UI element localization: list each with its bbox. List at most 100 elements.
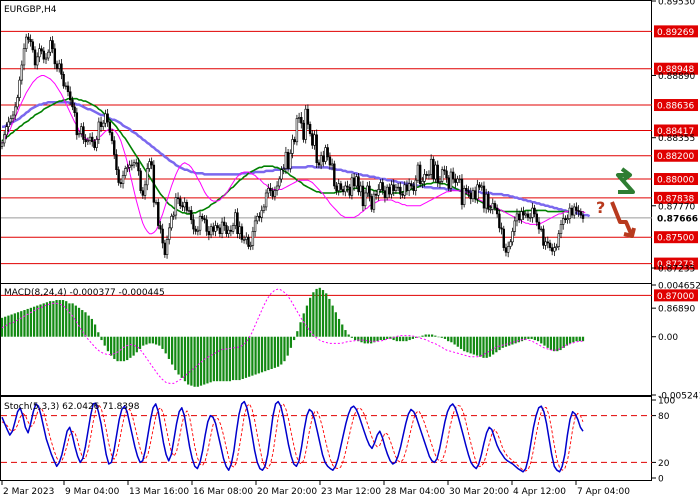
macd-bar bbox=[447, 336, 450, 342]
candle-body bbox=[53, 48, 57, 65]
macd-bar bbox=[543, 336, 546, 346]
macd-bar bbox=[434, 335, 437, 337]
candle-body bbox=[357, 176, 360, 193]
candle-body bbox=[352, 177, 356, 187]
candle-body bbox=[335, 185, 338, 191]
candle-body bbox=[218, 227, 222, 234]
macd-bar bbox=[559, 336, 562, 351]
level-price-label: 0.88948 bbox=[657, 65, 694, 75]
macd-bar bbox=[71, 303, 74, 337]
ma-mid-line bbox=[1, 97, 575, 215]
candle-body bbox=[80, 126, 83, 134]
macd-axis-label: 0.00 bbox=[658, 333, 678, 343]
candle-body bbox=[192, 219, 195, 230]
candle-body bbox=[522, 211, 525, 216]
candle-body bbox=[504, 247, 508, 253]
candle-body bbox=[579, 211, 582, 216]
candle-body bbox=[542, 228, 545, 246]
macd-bar bbox=[514, 336, 517, 344]
candle-body bbox=[315, 134, 318, 164]
level-price-tag bbox=[654, 231, 698, 244]
candle-body bbox=[394, 186, 398, 191]
level-price-label: 0.87838 bbox=[657, 194, 694, 204]
candle-body bbox=[115, 154, 118, 171]
candle-body bbox=[520, 211, 523, 221]
candle-body bbox=[280, 169, 283, 180]
candle-body bbox=[159, 225, 162, 230]
macd-bar bbox=[116, 336, 119, 362]
stoch-label: Stoch(5,3,3) 62.0426 71.8398 bbox=[4, 402, 140, 412]
candle-body bbox=[473, 190, 477, 200]
macd-bar bbox=[183, 336, 187, 382]
candle-body bbox=[513, 220, 516, 232]
candle-body bbox=[174, 197, 178, 216]
candle-body bbox=[302, 122, 305, 140]
candle-body bbox=[421, 181, 424, 184]
candle-body bbox=[5, 126, 8, 136]
candle-body bbox=[359, 185, 362, 193]
macd-bar bbox=[97, 332, 100, 337]
candle-body bbox=[379, 182, 382, 190]
macd-bar bbox=[283, 336, 286, 362]
candle-body bbox=[7, 121, 10, 127]
price-axis-label: 0.88890 bbox=[658, 72, 695, 82]
candle-body bbox=[337, 183, 340, 191]
candle-body bbox=[502, 228, 505, 248]
candle-body bbox=[214, 225, 217, 232]
candle-body bbox=[328, 156, 332, 166]
macd-bar bbox=[366, 336, 370, 344]
macd-bar bbox=[440, 336, 443, 338]
stoch-levels bbox=[1, 415, 652, 463]
macd-bar bbox=[540, 336, 543, 344]
stoch-axis-label: 20 bbox=[658, 459, 670, 469]
macd-bar bbox=[386, 336, 389, 339]
macd-bar bbox=[309, 297, 312, 337]
macd-bar bbox=[472, 336, 475, 355]
macd-bar bbox=[187, 336, 190, 385]
macd-bar bbox=[58, 300, 61, 337]
candle-body bbox=[462, 188, 466, 205]
candle-body bbox=[548, 242, 552, 248]
candle-body bbox=[269, 188, 272, 191]
macd-bar bbox=[363, 336, 366, 344]
candle-body bbox=[286, 151, 290, 169]
macd-bar bbox=[463, 336, 466, 352]
macd-bar bbox=[395, 336, 398, 342]
macd-bar bbox=[228, 336, 232, 382]
candle-body bbox=[165, 239, 169, 255]
macd-bar bbox=[450, 336, 453, 343]
level-price-tag bbox=[654, 124, 698, 137]
macd-bar bbox=[392, 336, 395, 341]
macd-bar bbox=[196, 336, 199, 387]
candle-body bbox=[368, 185, 371, 197]
macd-bar bbox=[482, 336, 485, 358]
candle-body bbox=[240, 226, 244, 240]
macd-bar bbox=[238, 336, 241, 381]
candle-body bbox=[220, 221, 224, 234]
candle-body bbox=[264, 192, 268, 208]
candle-body bbox=[346, 185, 349, 188]
candle-body bbox=[102, 122, 105, 127]
candle-body bbox=[498, 213, 501, 229]
time-axis-label: 7 Apr 04:00 bbox=[577, 487, 630, 497]
candle-body bbox=[99, 121, 103, 127]
candle-body bbox=[293, 139, 296, 143]
candle-body bbox=[256, 215, 259, 222]
macd-bar bbox=[148, 336, 151, 344]
candle-body bbox=[403, 184, 406, 196]
macd-bar bbox=[305, 305, 309, 337]
macd-bar bbox=[562, 336, 565, 348]
candle-body bbox=[557, 233, 560, 247]
candle-body bbox=[449, 171, 453, 189]
candle-body bbox=[172, 214, 175, 217]
candle-body bbox=[183, 201, 186, 208]
candle-body bbox=[51, 40, 54, 50]
candle-body bbox=[526, 213, 530, 218]
candle-body bbox=[42, 50, 46, 60]
candle-body bbox=[258, 215, 261, 218]
candle-body bbox=[575, 206, 578, 211]
candle-body bbox=[465, 188, 468, 191]
macd-bar bbox=[469, 336, 472, 354]
candle-body bbox=[559, 224, 563, 234]
macd-bar bbox=[151, 336, 154, 344]
